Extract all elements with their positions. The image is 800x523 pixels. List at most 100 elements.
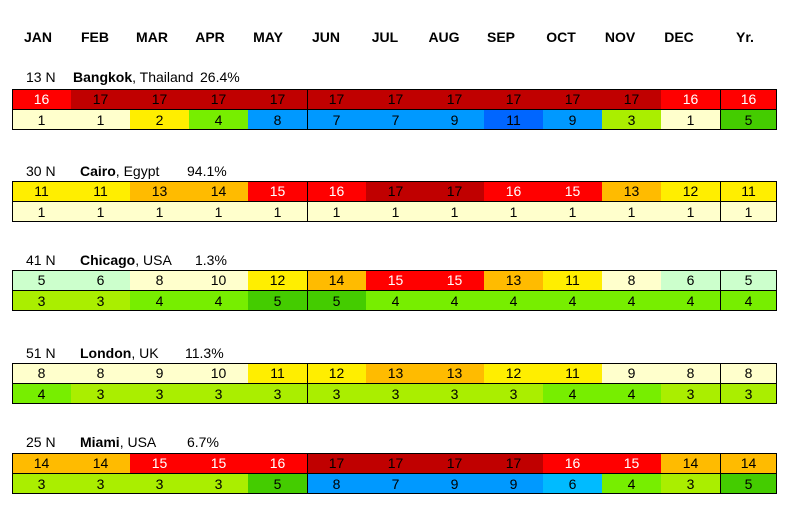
divider-yr	[720, 181, 721, 222]
cell-jan: 16	[12, 89, 71, 109]
cell-jul: 1	[366, 202, 425, 222]
cell-nov: 1	[602, 202, 661, 222]
cell-mar: 17	[130, 89, 189, 109]
divider-yr	[720, 89, 721, 130]
cell-jun: 1	[307, 202, 366, 222]
cell-jul: 3	[366, 384, 425, 404]
city-label-chicago: 41 N Chicago, USA 1.3%	[26, 251, 286, 269]
cell-may: 8	[248, 110, 307, 130]
divider-yr	[720, 363, 721, 404]
border-top	[12, 270, 777, 271]
month-header-mar: MAR	[136, 29, 168, 45]
cell-jun: 17	[307, 453, 366, 473]
cell-jun: 7	[307, 110, 366, 130]
cell-may: 3	[248, 384, 307, 404]
cell-nov: 4	[602, 474, 661, 494]
border-bottom	[12, 129, 777, 130]
cell-sep: 17	[484, 89, 543, 109]
border-right	[776, 270, 777, 311]
cell-dec: 6	[661, 270, 720, 290]
cell-may: 1	[248, 202, 307, 222]
month-header-may: MAY	[253, 29, 283, 45]
cell-oct: 9	[543, 110, 602, 130]
row-temperature: 16 17 17 17 17 17 17 17 17 17 17 16 16	[12, 89, 777, 109]
border-left	[12, 181, 13, 222]
cell-oct: 15	[543, 181, 602, 201]
cell-nov: 17	[602, 89, 661, 109]
cell-sep: 11	[484, 110, 543, 130]
cell-apr: 15	[189, 453, 248, 473]
row-temperature: 14 14 15 15 16 17 17 17 17 16 15 14 14	[12, 453, 777, 473]
cell-dec: 1	[661, 202, 720, 222]
cell-apr: 10	[189, 363, 248, 383]
cell-mar: 2	[130, 110, 189, 130]
cell-sep: 13	[484, 270, 543, 290]
grid-miami: 14 14 15 15 16 17 17 17 17 16 15 14 14 3 3 3 3 5 8 7 9 9 6 4 3 5	[12, 453, 777, 494]
cell-yr: 8	[720, 363, 777, 383]
cell-feb: 3	[71, 384, 130, 404]
grid-chicago: 5 6 8 10 12 14 15 15 13 11 8 6 5 3 3 4 4 5 5 4 4 4 4 4 4 4	[12, 270, 777, 311]
city: Cairo	[80, 163, 116, 179]
cell-mar: 15	[130, 453, 189, 473]
cell-yr: 3	[720, 384, 777, 404]
cell-dec: 8	[661, 363, 720, 383]
percent: 26.4%	[200, 69, 240, 85]
divider-yr	[720, 270, 721, 311]
cell-aug: 3	[425, 384, 484, 404]
border-middle	[12, 109, 777, 110]
cell-apr: 10	[189, 270, 248, 290]
city-label-bangkok: 13 N Bangkok, Thailand 26.4%	[26, 68, 286, 86]
divider-yr	[720, 453, 721, 494]
grid-bangkok: 16 17 17 17 17 17 17 17 17 17 17 16 16 1 1 2 4 8 7 7 9 11 9 3 1 5	[12, 89, 777, 130]
cell-may: 17	[248, 89, 307, 109]
cell-jul: 4	[366, 291, 425, 311]
cell-feb: 8	[71, 363, 130, 383]
cell-jun: 5	[307, 291, 366, 311]
city: Bangkok	[73, 69, 133, 85]
cell-oct: 11	[543, 363, 602, 383]
month-header-feb: FEB	[81, 29, 109, 45]
divider-jun	[307, 453, 308, 494]
cell-jan: 1	[12, 202, 71, 222]
divider-jun	[307, 89, 308, 130]
cell-yr: 11	[720, 181, 777, 201]
cell-yr: 1	[720, 202, 777, 222]
cell-mar: 8	[130, 270, 189, 290]
cell-aug: 9	[425, 110, 484, 130]
cell-jul: 13	[366, 363, 425, 383]
city: London	[80, 345, 132, 361]
border-middle	[12, 383, 777, 384]
cell-jun: 16	[307, 181, 366, 201]
cell-apr: 4	[189, 291, 248, 311]
cell-yr: 5	[720, 270, 777, 290]
cell-may: 5	[248, 291, 307, 311]
percent: 94.1%	[187, 163, 227, 179]
month-header-dec: DEC	[664, 29, 694, 45]
city-name: Cairo, Egypt	[80, 162, 159, 180]
cell-oct: 16	[543, 453, 602, 473]
cell-feb: 3	[71, 291, 130, 311]
cell-feb: 14	[71, 453, 130, 473]
border-bottom	[12, 310, 777, 311]
cell-yr: 5	[720, 474, 777, 494]
cell-oct: 11	[543, 270, 602, 290]
cell-sep: 9	[484, 474, 543, 494]
cell-mar: 13	[130, 181, 189, 201]
latitude: 51 N	[26, 345, 56, 361]
cell-dec: 4	[661, 291, 720, 311]
cell-apr: 14	[189, 181, 248, 201]
cell-feb: 3	[71, 474, 130, 494]
city: Chicago	[80, 252, 136, 268]
cell-jan: 8	[12, 363, 71, 383]
cell-jan: 11	[12, 181, 71, 201]
cell-dec: 1	[661, 110, 720, 130]
cell-sep: 4	[484, 291, 543, 311]
border-left	[12, 453, 13, 494]
month-header-jun: JUN	[311, 29, 340, 45]
cell-mar: 3	[130, 474, 189, 494]
cell-jan: 14	[12, 453, 71, 473]
border-middle	[12, 201, 777, 202]
cell-sep: 3	[484, 384, 543, 404]
border-right	[776, 363, 777, 404]
